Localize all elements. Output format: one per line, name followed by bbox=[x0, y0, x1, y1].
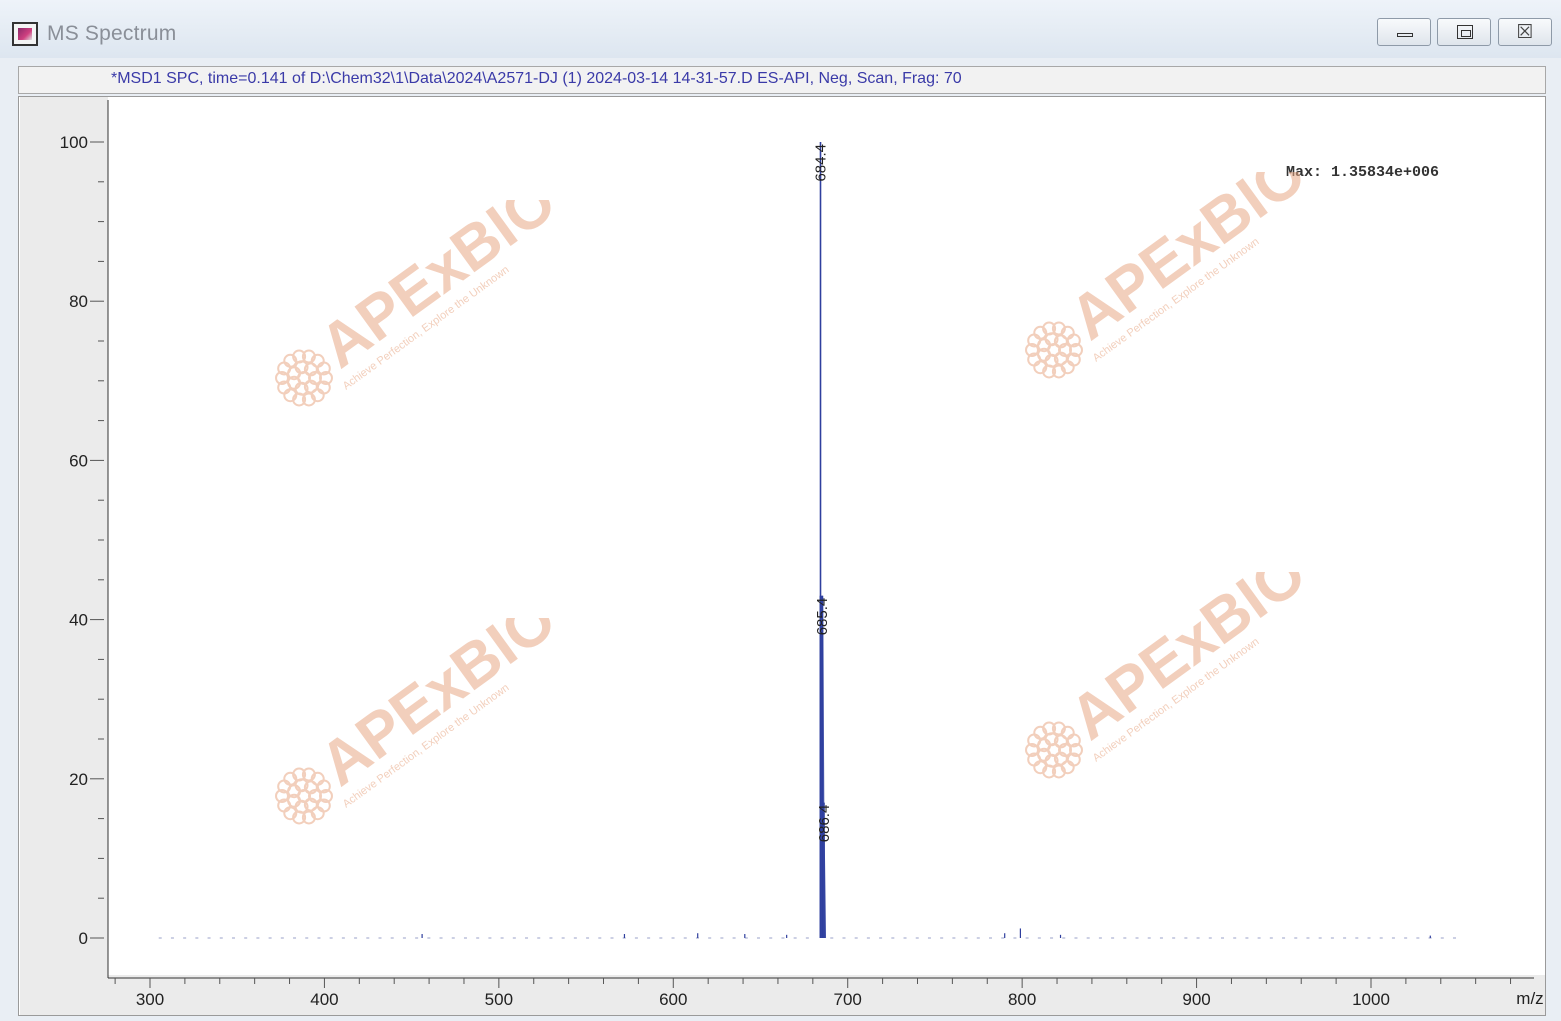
x-axis-label: m/z bbox=[1516, 989, 1543, 1008]
peak-label: 686.4 bbox=[816, 805, 833, 843]
window-title: MS Spectrum bbox=[47, 22, 177, 45]
y-tick-label: 0 bbox=[79, 929, 88, 948]
x-tick-label: 700 bbox=[834, 990, 862, 1009]
spectrum-header-text: *MSD1 SPC, time=0.141 of D:\Chem32\1\Dat… bbox=[111, 70, 962, 87]
x-tick-label: 500 bbox=[485, 990, 513, 1009]
maximize-icon bbox=[1457, 25, 1473, 39]
peak-label: 685.4 bbox=[814, 598, 831, 636]
spectrum-header: *MSD1 SPC, time=0.141 of D:\Chem32\1\Dat… bbox=[18, 66, 1546, 94]
x-tick-label: 600 bbox=[659, 990, 687, 1009]
y-tick-label: 40 bbox=[69, 611, 88, 630]
y-axis-band bbox=[20, 97, 108, 975]
close-button[interactable]: ☒ bbox=[1498, 18, 1552, 46]
spectrum-app-icon[interactable] bbox=[12, 22, 38, 46]
x-axis-band bbox=[20, 975, 1545, 1015]
x-tick-label: 800 bbox=[1008, 990, 1036, 1009]
peak-label: 684.4 bbox=[813, 144, 830, 182]
title-bar[interactable]: MS Spectrum ☒ bbox=[0, 0, 1561, 58]
max-abundance-label: Max: 1.35834e+006 bbox=[1286, 164, 1440, 181]
y-tick-label: 20 bbox=[69, 770, 88, 789]
minimize-button[interactable] bbox=[1377, 18, 1431, 46]
minimize-icon bbox=[1397, 33, 1413, 37]
spectrum-plot-area[interactable] bbox=[18, 96, 1546, 1016]
x-tick-label: 900 bbox=[1182, 990, 1210, 1009]
x-tick-label: 1000 bbox=[1352, 990, 1390, 1009]
isotope-cluster-trace bbox=[819, 595, 827, 938]
maximize-button[interactable] bbox=[1437, 18, 1491, 46]
y-tick-label: 60 bbox=[69, 451, 88, 470]
close-icon: ☒ bbox=[1516, 21, 1534, 43]
y-tick-label: 100 bbox=[60, 133, 88, 152]
x-tick-label: 300 bbox=[136, 990, 164, 1009]
x-tick-label: 400 bbox=[310, 990, 338, 1009]
y-tick-label: 80 bbox=[69, 292, 88, 311]
